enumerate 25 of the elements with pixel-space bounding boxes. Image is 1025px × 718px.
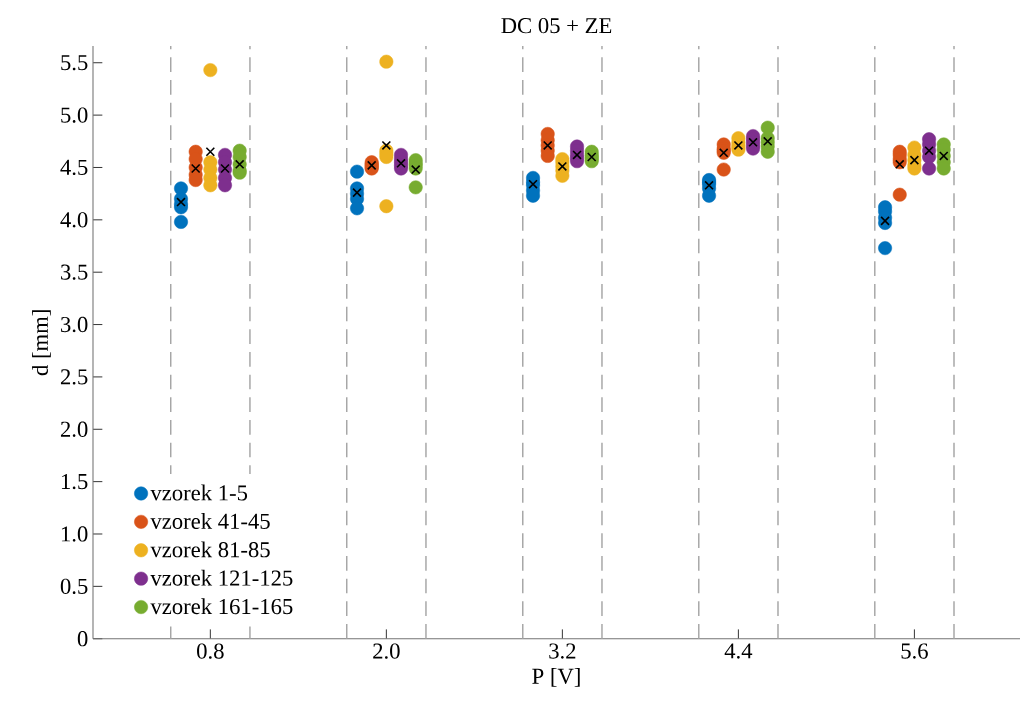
legend-label: vzorek 81-85 — [150, 541, 270, 558]
y-tick-label: 1.0 — [61, 526, 88, 542]
x-tick-label: 2.0 — [373, 643, 400, 659]
chart-title: DC 05 + ZE — [501, 17, 612, 34]
legend-label: vzorek 1-5 — [150, 484, 248, 501]
y-tick-label: 2.0 — [60, 421, 88, 437]
x-tick-label: 3.2 — [549, 643, 576, 659]
y-tick-label: 0 — [77, 631, 88, 647]
x-tick-label: 5.6 — [901, 643, 928, 659]
y-tick-label: 2.5 — [60, 369, 88, 385]
y-tick-label: 4.0 — [60, 212, 88, 228]
y-tick-label: 4.5 — [60, 159, 88, 176]
legend-label: vzorek 121-125 — [150, 569, 293, 586]
x-tick-label: 4.4 — [724, 643, 753, 659]
y-tick-label: 5.5 — [61, 55, 88, 71]
legend-label: vzorek 41-45 — [150, 513, 270, 529]
x-tick-label: 0.8 — [197, 643, 224, 659]
y-axis-title: d [mm] — [32, 310, 51, 376]
legend-label: vzorek 161-165 — [150, 598, 293, 615]
y-tick-label: 3.0 — [61, 316, 88, 333]
y-tick-label: 0.5 — [60, 578, 88, 595]
x-axis-title: P [V] — [532, 667, 580, 687]
y-tick-label: 1.5 — [61, 473, 88, 490]
y-tick-label: 3.5 — [61, 264, 88, 280]
y-tick-label: 5.0 — [61, 107, 88, 123]
